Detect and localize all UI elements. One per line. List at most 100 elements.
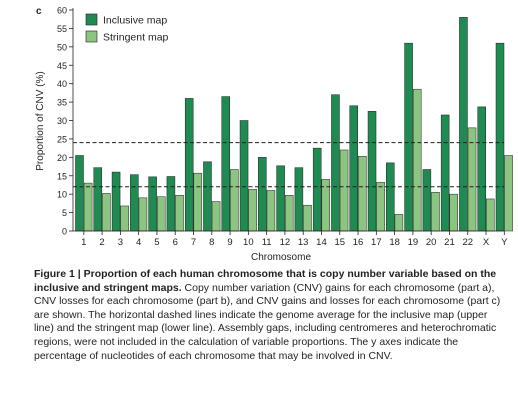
bar-stringent	[504, 155, 513, 232]
caption-separator: |	[74, 268, 84, 280]
bar-inclusive	[276, 165, 285, 232]
figure-caption: Figure 1 | Proportion of each human chro…	[34, 268, 504, 363]
x-tick-label: 4	[136, 237, 141, 248]
y-tick-label: 45	[57, 61, 67, 71]
bar-stringent	[156, 196, 166, 232]
legend-label-stringent: Stringent map	[103, 32, 169, 44]
y-tick-label: 10	[57, 190, 67, 200]
bar-inclusive	[477, 106, 486, 232]
bar-stringent	[175, 195, 184, 232]
x-tick-label: 11	[262, 237, 272, 248]
y-tick-label: 20	[57, 153, 67, 163]
caption-title: Proportion of each human chromosome that…	[34, 268, 497, 294]
bar-stringent	[138, 197, 148, 232]
x-tick-label: 17	[371, 237, 382, 248]
bar-stringent	[467, 127, 477, 232]
legend-swatch-inclusive	[85, 13, 98, 26]
bar-inclusive	[93, 167, 103, 232]
x-tick-label: 15	[334, 237, 345, 248]
y-axis-title: Proportion of CNV (%)	[35, 71, 46, 170]
bar-inclusive	[312, 147, 322, 232]
bar-stringent	[394, 214, 404, 232]
x-tick-label: 7	[191, 237, 196, 248]
y-tick-label: 40	[57, 79, 67, 89]
bar-stringent	[358, 155, 367, 232]
bar-inclusive	[422, 169, 432, 232]
caption-body: Copy number variation (CNV) gains for ea…	[34, 281, 501, 362]
bar-inclusive	[386, 162, 395, 232]
y-tick-label: 35	[57, 98, 67, 108]
x-tick-label: 9	[227, 237, 232, 248]
bar-stringent	[431, 192, 440, 232]
reference-lines	[73, 142, 504, 188]
bar-stringent	[449, 193, 459, 232]
legend-swatch-stringent	[85, 30, 98, 43]
bar-stringent	[339, 149, 349, 232]
x-tick-label: 14	[316, 237, 327, 248]
bar-stringent	[120, 205, 129, 232]
bar-stringent	[193, 172, 203, 232]
x-axis-title: Chromosome	[251, 252, 311, 262]
x-tick-label: 19	[408, 237, 419, 248]
bar-inclusive	[184, 98, 194, 232]
bar-inclusive	[130, 174, 139, 232]
bar-inclusive	[203, 161, 212, 232]
x-tick-label: 6	[173, 237, 178, 248]
x-tick-label: 10	[243, 237, 254, 248]
y-tick-label: 60	[57, 6, 67, 16]
bar-stringent	[102, 193, 111, 232]
legend-label-inclusive: Inclusive map	[103, 15, 167, 27]
bar-inclusive	[367, 111, 377, 232]
bar-chart: c Proportion of CNV (%) 0510152025303540…	[35, 6, 513, 262]
bars	[75, 17, 513, 232]
x-tick-label: 12	[280, 237, 291, 248]
x-tick-label: 8	[209, 237, 214, 248]
x-tick-label: X	[483, 237, 490, 248]
y-tick-label: 50	[57, 42, 67, 52]
bar-stringent	[83, 182, 93, 232]
bar-stringent	[230, 169, 239, 232]
panel-label: c	[36, 6, 42, 17]
y-tick-label: 0	[62, 227, 67, 237]
x-tick-label: 1	[81, 237, 86, 248]
bar-stringent	[376, 182, 385, 232]
x-tick-label: 3	[118, 237, 123, 248]
bar-stringent	[284, 195, 294, 232]
y-axis: 0 5 10 15 20 25 30 35 40 45 50 55 60	[57, 6, 74, 237]
bar-inclusive	[440, 114, 450, 232]
y-tick-label: 15	[57, 171, 67, 181]
bar-inclusive	[75, 155, 84, 232]
bar-inclusive	[166, 176, 176, 232]
bar-inclusive	[495, 42, 505, 232]
bar-inclusive	[221, 96, 231, 232]
bar-inclusive	[349, 105, 358, 232]
bar-inclusive	[459, 17, 468, 232]
bar-stringent	[211, 201, 221, 232]
bar-stringent	[248, 189, 257, 232]
bar-inclusive	[404, 42, 413, 232]
x-tick-label: 18	[389, 237, 400, 248]
bar-inclusive	[111, 171, 121, 232]
y-tick-label: 55	[57, 24, 67, 34]
bar-stringent	[266, 190, 276, 232]
bar-inclusive	[331, 94, 340, 232]
bar-stringent	[303, 204, 312, 232]
bar-stringent	[486, 198, 495, 232]
x-tick-label: 13	[298, 237, 309, 248]
caption-figure-number: Figure 1	[34, 268, 75, 280]
y-tick-label: 30	[57, 116, 67, 126]
x-tick-label: 2	[99, 237, 104, 248]
bar-inclusive	[148, 176, 157, 232]
y-tick-label: 25	[57, 134, 67, 144]
bar-stringent	[412, 88, 422, 232]
x-tick-label: Y	[501, 237, 508, 248]
bar-inclusive	[239, 120, 249, 232]
bar-inclusive	[258, 157, 267, 232]
x-axis: 1 2 3 4 5 6 7 8 9 10 11 12 13 14 15 16 17 18 19 20 21 22 X Y	[73, 230, 508, 248]
x-tick-label: 21	[444, 237, 455, 248]
legend: Inclusive map Stringent map	[85, 13, 169, 44]
y-tick-label: 5	[62, 208, 67, 218]
x-tick-label: 20	[426, 237, 437, 248]
bar-inclusive	[294, 167, 304, 232]
